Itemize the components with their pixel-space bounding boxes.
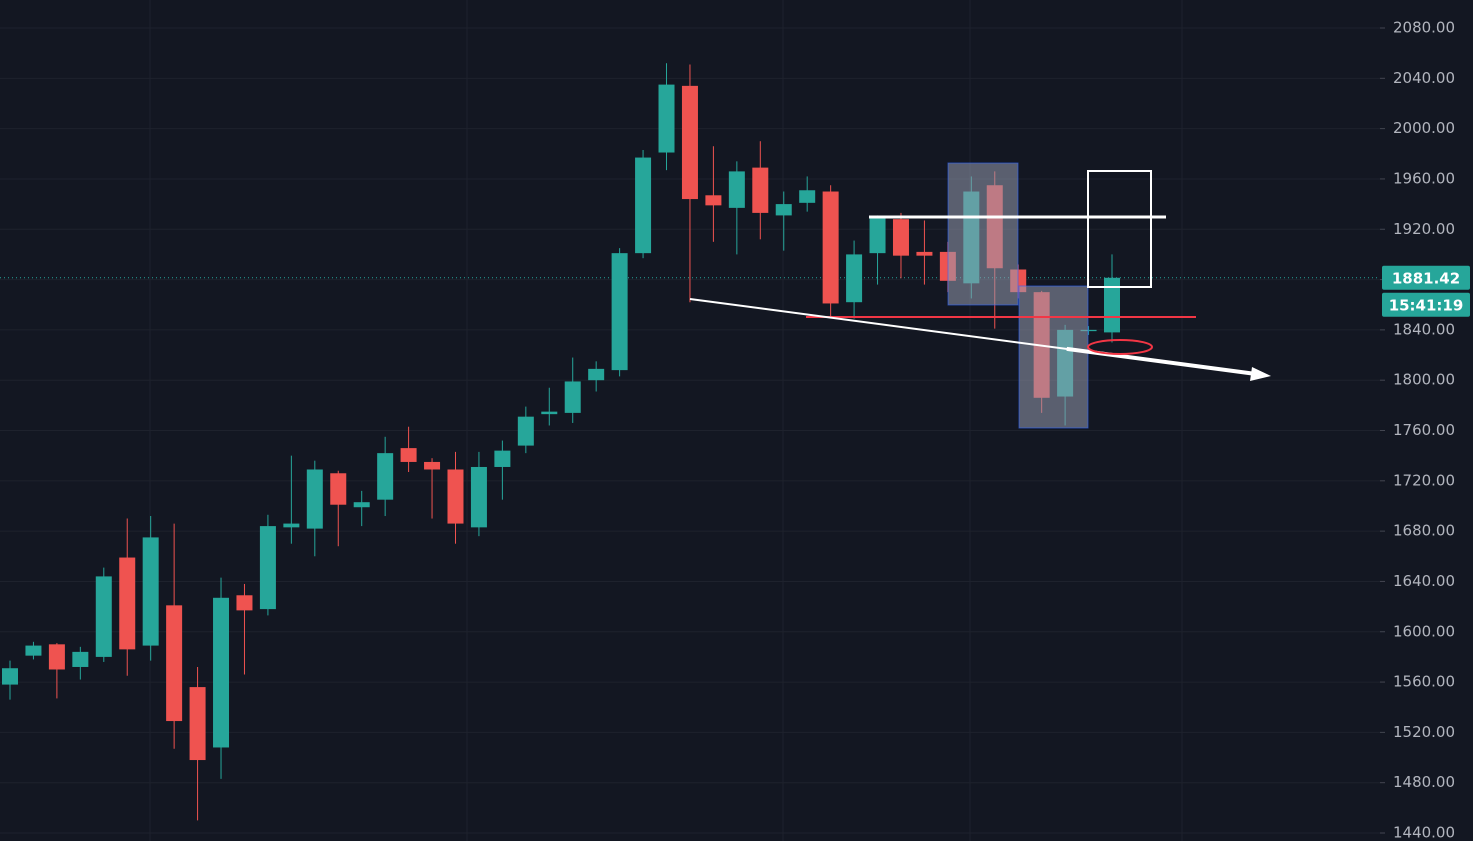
y-tick-label: 1480.00 [1393, 773, 1455, 791]
candle-body [283, 523, 300, 528]
highlight-box [947, 162, 1019, 306]
candle-body [377, 453, 394, 500]
candle-body [306, 469, 323, 529]
candle-body [119, 557, 136, 650]
candle-body [892, 219, 909, 256]
candle-body [681, 85, 698, 200]
highlight-box [1018, 285, 1089, 429]
drawings [689, 162, 1271, 429]
candle-body [846, 254, 863, 303]
y-tick-label: 1680.00 [1393, 522, 1455, 540]
candle-body [353, 502, 370, 508]
candle-body [541, 411, 558, 415]
time-grid [149, 0, 1183, 841]
trend-arrow [689, 297, 1257, 376]
countdown-badge [1382, 292, 1470, 317]
candle-body [470, 466, 487, 528]
candle-body [213, 597, 230, 748]
candle-body [236, 595, 253, 611]
candle-body [330, 473, 347, 505]
candle-body [259, 526, 276, 610]
y-tick-label: 1720.00 [1393, 471, 1455, 489]
candle-body [25, 645, 42, 656]
last-price-label: 1881.42 [1392, 269, 1460, 287]
candle-body [142, 537, 159, 646]
y-tick-label: 1640.00 [1393, 572, 1455, 590]
candle-body [588, 368, 605, 381]
candle-body [189, 687, 206, 761]
candle-body [48, 644, 65, 670]
y-tick-label: 1600.00 [1393, 622, 1455, 640]
y-tick-label: 2000.00 [1393, 119, 1455, 137]
price-axis: 1440.00 1480.00 1520.00 1560.00 1600.00 1640.… [1380, 0, 1473, 841]
candle-body [635, 157, 652, 254]
marker-ellipse [1087, 339, 1153, 355]
candle-body [166, 605, 183, 722]
last-price-badge [1382, 265, 1470, 290]
y-tick-label: 1920.00 [1393, 220, 1455, 238]
candle-body [72, 651, 89, 667]
y-tick-label: 1800.00 [1393, 371, 1455, 389]
y-tick-label: 2040.00 [1393, 69, 1455, 87]
y-tick-label: 1840.00 [1393, 320, 1455, 338]
candle-body [564, 381, 581, 413]
y-tick-label: 1960.00 [1393, 169, 1455, 187]
y-tick-label: 2080.00 [1393, 19, 1455, 37]
candle-body [822, 191, 839, 304]
candle-body [705, 195, 722, 206]
candle-body [916, 251, 933, 256]
candle-body [447, 469, 464, 524]
candle-body [1080, 329, 1097, 332]
candle-body [2, 668, 18, 685]
axis-background [1380, 0, 1473, 841]
candle-body [1104, 277, 1120, 333]
candle-body [775, 204, 792, 216]
candle-body [752, 167, 769, 213]
y-tick-label: 1560.00 [1393, 673, 1455, 691]
target-box [1087, 170, 1152, 288]
candle-body [658, 84, 675, 153]
candle-body [728, 171, 745, 208]
candle-body [611, 253, 628, 371]
arrow-head [1250, 367, 1271, 381]
candle-body [517, 416, 534, 446]
y-tick-label: 1760.00 [1393, 421, 1455, 439]
y-tick-label: 1520.00 [1393, 723, 1455, 741]
candle-body [95, 576, 112, 657]
candle-body [869, 217, 886, 254]
y-tick-label: 1440.00 [1393, 824, 1455, 841]
candle-body [424, 461, 441, 470]
candle-body [799, 190, 816, 203]
countdown-label: 15:41:19 [1389, 296, 1464, 314]
candle-body [494, 450, 511, 467]
candle-body [400, 448, 417, 462]
